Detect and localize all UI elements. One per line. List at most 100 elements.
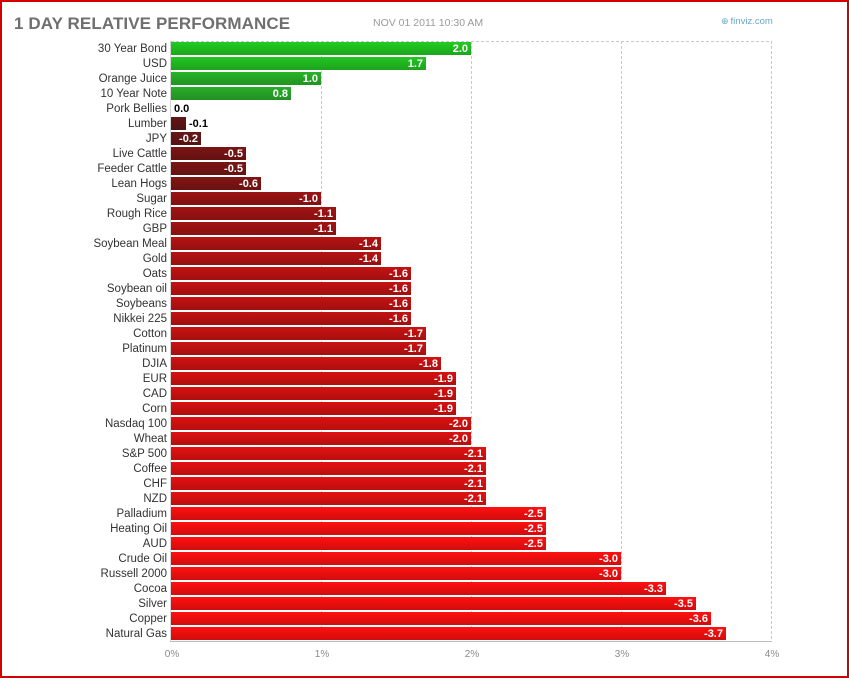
category-label: JPY (146, 133, 167, 145)
data-label: -2.5 (524, 523, 543, 535)
data-label: 2.0 (453, 43, 468, 55)
bar (171, 222, 336, 235)
data-label: -2.5 (524, 508, 543, 520)
category-label: CAD (143, 388, 167, 400)
data-label: -3.0 (599, 553, 618, 565)
bar (171, 282, 411, 295)
data-label: -0.1 (189, 118, 208, 130)
category-label: Cotton (133, 328, 167, 340)
data-label: -2.1 (464, 493, 483, 505)
data-label: -1.4 (359, 238, 379, 250)
bar (171, 582, 666, 595)
category-label: Orange Juice (99, 73, 167, 85)
category-label: Feeder Cattle (97, 163, 167, 175)
category-label: Cocoa (134, 583, 168, 595)
category-label: Corn (142, 403, 167, 415)
bar (171, 552, 621, 565)
bar (171, 117, 186, 130)
category-label: Copper (129, 613, 167, 625)
category-label: Palladium (117, 508, 168, 520)
category-label: Sugar (136, 193, 167, 205)
category-label: Lean Hogs (111, 178, 167, 190)
category-label: DJIA (142, 358, 167, 370)
bar (171, 192, 321, 205)
data-label: -1.6 (389, 268, 408, 280)
data-label: -1.4 (359, 253, 379, 265)
bar (171, 402, 456, 415)
bar (171, 522, 546, 535)
chart-title: 1 DAY RELATIVE PERFORMANCE (14, 14, 291, 33)
bar (171, 87, 291, 100)
category-label: Lumber (128, 118, 167, 130)
category-label: Live Cattle (113, 148, 167, 160)
category-label: Russell 2000 (101, 568, 167, 580)
bar (171, 237, 381, 250)
bar (171, 132, 201, 145)
bar (171, 177, 261, 190)
bar (171, 147, 246, 160)
bar (171, 72, 321, 85)
data-label: -1.0 (299, 193, 318, 205)
data-label: 1.0 (303, 73, 318, 85)
chart-timestamp: NOV 01 2011 10:30 AM (373, 17, 484, 29)
category-label: Heating Oil (110, 523, 167, 535)
data-label: -3.3 (644, 583, 663, 595)
data-label: 1.7 (408, 58, 423, 70)
data-label: -1.6 (389, 283, 408, 295)
bar (171, 357, 441, 370)
bar (171, 207, 336, 220)
category-label: Pork Bellies (106, 103, 167, 115)
bar (171, 372, 456, 385)
bar (171, 252, 381, 265)
category-label: Crude Oil (118, 553, 167, 565)
data-label: -1.1 (314, 208, 333, 220)
x-tick-label: 2% (465, 649, 480, 660)
category-label: Oats (143, 268, 168, 280)
category-label: Soybean Meal (93, 238, 167, 250)
category-label: Platinum (122, 343, 167, 355)
bar (171, 297, 411, 310)
data-label: -0.5 (224, 163, 243, 175)
category-label: Soybeans (116, 298, 167, 310)
x-tick-label: 4% (765, 649, 780, 660)
data-label: -2.0 (449, 433, 468, 445)
data-label: -1.9 (434, 388, 453, 400)
bar (171, 432, 471, 445)
brand-label: finviz.com (730, 16, 773, 27)
bar (171, 627, 726, 640)
bar (171, 57, 426, 70)
bar (171, 387, 456, 400)
data-label: 0.8 (273, 88, 288, 100)
category-label: Rough Rice (107, 208, 167, 220)
category-label: S&P 500 (122, 448, 167, 460)
data-label: -2.5 (524, 538, 543, 550)
data-label: -2.0 (449, 418, 468, 430)
data-label: -2.1 (464, 448, 483, 460)
category-label: Nasdaq 100 (105, 418, 167, 430)
category-label: NZD (143, 493, 167, 505)
category-label: AUD (143, 538, 167, 550)
data-label: -3.7 (704, 628, 723, 640)
data-label: -3.0 (599, 568, 618, 580)
bar (171, 267, 411, 280)
bar (171, 507, 546, 520)
data-label: -1.7 (404, 343, 423, 355)
data-label: -1.7 (404, 328, 423, 340)
bar (171, 312, 411, 325)
category-label: Soybean oil (107, 283, 167, 295)
bar (171, 162, 246, 175)
brand-link[interactable]: ⊕ finviz.com (721, 16, 773, 27)
data-label: -2.1 (464, 478, 483, 490)
bar (171, 42, 471, 55)
bar (171, 462, 486, 475)
bar (171, 477, 486, 490)
category-label: Gold (143, 253, 167, 265)
category-label: Silver (138, 598, 167, 610)
category-label: Wheat (134, 433, 168, 445)
category-label: 30 Year Bond (98, 43, 167, 55)
data-label: -3.6 (689, 613, 708, 625)
data-label: -1.6 (389, 313, 408, 325)
bar (171, 597, 696, 610)
data-label: -1.6 (389, 298, 408, 310)
